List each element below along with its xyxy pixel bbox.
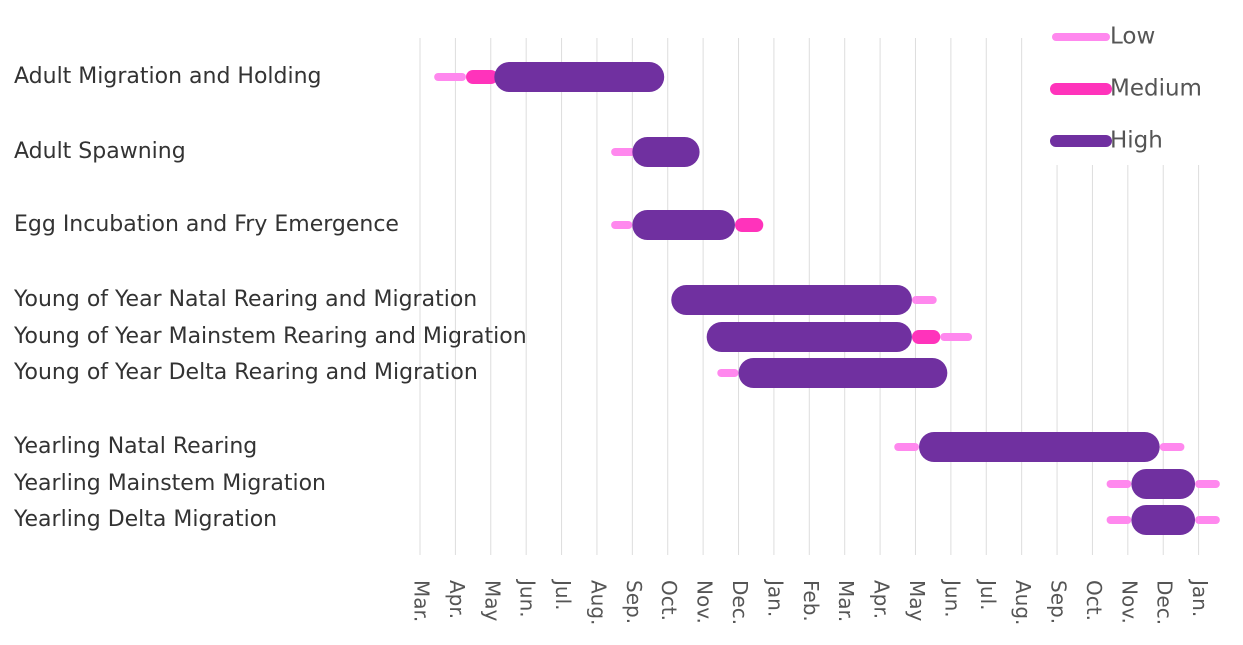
x-tick-label: Sep.: [622, 580, 646, 624]
row-label: Yearling Natal Rearing: [13, 434, 257, 459]
bar-segment: [671, 285, 912, 315]
x-tick-label: Oct.: [1082, 580, 1106, 621]
bar-segment: [911, 330, 941, 344]
bar-segment: [632, 137, 700, 167]
bar-segment: [611, 148, 636, 156]
x-tick-label: Nov.: [693, 580, 717, 624]
row-label: Adult Spawning: [14, 139, 186, 164]
row-label: Yearling Delta Migration: [13, 507, 277, 532]
x-tick-label: Aug.: [586, 580, 610, 625]
bar-segment: [466, 70, 498, 84]
row-label: Young of Year Natal Rearing and Migratio…: [13, 287, 477, 312]
bar-segment: [717, 369, 739, 377]
bar-segment: [919, 432, 1160, 462]
bar-segment: [494, 62, 665, 92]
x-tick-label: May: [480, 580, 504, 622]
x-tick-label: Feb.: [799, 580, 823, 622]
legend-label: Medium: [1110, 76, 1202, 102]
bar-segment: [1195, 480, 1220, 488]
x-tick-label: Dec.: [728, 580, 752, 625]
bar-segment: [940, 333, 973, 341]
x-tick-label: May: [905, 580, 929, 622]
x-tick-label: Mar.: [410, 580, 434, 622]
bar-segment: [734, 218, 764, 232]
bar-segment: [1159, 443, 1185, 451]
bar-segment: [1131, 505, 1196, 535]
x-tick-label: Apr.: [445, 580, 469, 619]
bar-segment: [1106, 480, 1132, 488]
x-tick-label: Oct.: [657, 580, 681, 621]
x-tick-label: Jun.: [516, 578, 540, 618]
x-tick-label: Aug.: [1011, 580, 1035, 625]
bar-segment: [706, 322, 912, 352]
legend-label: Low: [1110, 24, 1155, 50]
bar-segment: [894, 443, 920, 451]
bar-segment: [434, 73, 467, 81]
row-label: Yearling Mainstem Migration: [13, 471, 326, 496]
x-tick-label: Sep.: [1047, 580, 1071, 624]
bar-segment: [738, 358, 948, 388]
x-tick-label: Jul.: [551, 578, 575, 611]
row-label: Egg Incubation and Fry Emergence: [14, 212, 399, 237]
row-label: Adult Migration and Holding: [14, 64, 322, 89]
bar-segment: [1106, 516, 1132, 524]
x-tick-label: Jul.: [976, 578, 1000, 611]
x-tick-label: Jun.: [940, 578, 964, 618]
x-tick-label: Mar.: [834, 580, 858, 622]
bar-segment: [611, 221, 633, 229]
bar-segment: [1195, 516, 1220, 524]
row-label: Young of Year Mainstem Rearing and Migra…: [13, 324, 527, 349]
x-tick-label: Jan.: [1188, 578, 1212, 617]
bar-segment: [632, 210, 735, 240]
legend-label: High: [1110, 128, 1163, 154]
x-tick-label: Dec.: [1153, 580, 1177, 625]
x-tick-label: Nov.: [1117, 580, 1141, 624]
x-tick-label: Apr.: [870, 580, 894, 619]
bar-segment: [1131, 469, 1196, 499]
bar-segment: [911, 296, 937, 304]
x-tick-label: Jan.: [763, 578, 787, 617]
row-label: Young of Year Delta Rearing and Migratio…: [13, 360, 478, 385]
